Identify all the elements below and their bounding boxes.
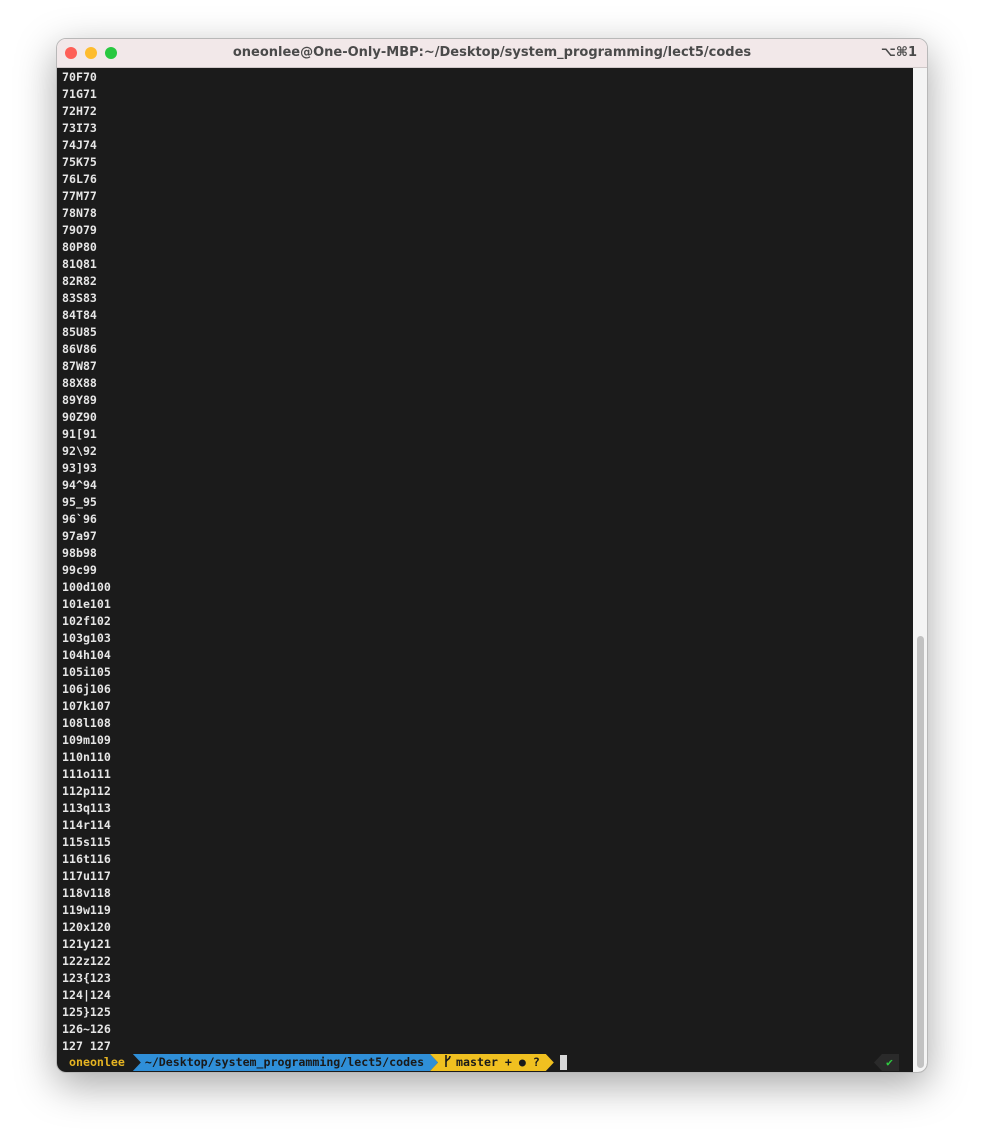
output-line: 84T84 [62, 308, 97, 322]
output-line: 107k107 [62, 699, 111, 713]
output-line: 80P80 [62, 240, 97, 254]
output-line: 112p112 [62, 784, 111, 798]
output-line: 117u117 [62, 869, 111, 883]
output-line: 73I73 [62, 121, 97, 135]
terminal-body[interactable]: oneonlee ~/Desktop/system_programming/le… [57, 68, 927, 1072]
output-line: 87W87 [62, 359, 97, 373]
output-line: 106j106 [62, 682, 111, 696]
prompt-git: master + ● ? [430, 1054, 554, 1071]
output-line: 75K75 [62, 155, 97, 169]
output-line: 70F70 [62, 70, 97, 84]
output-line: 98b98 [62, 546, 97, 560]
output-line: 101e101 [62, 597, 111, 611]
output-line: 72H72 [62, 104, 97, 118]
output-line: 125}125 [62, 1005, 111, 1019]
output-line: 82R82 [62, 274, 97, 288]
output-line: 119w119 [62, 903, 111, 917]
output-line: 86V86 [62, 342, 97, 356]
output-line: 111o111 [62, 767, 111, 781]
output-line: 120x120 [62, 920, 111, 934]
title-bar: oneonlee@One-Only-MBP:~/Desktop/system_p… [57, 39, 927, 68]
shortcut: ⌥⌘1 [880, 45, 917, 60]
output-line: 122z122 [62, 954, 111, 968]
close-button[interactable] [65, 47, 77, 59]
output-line: 79O79 [62, 223, 97, 237]
cursor [559, 1055, 567, 1070]
zoom-button[interactable] [105, 47, 117, 59]
output-line: 85U85 [62, 325, 97, 339]
output-line: 97a97 [62, 529, 97, 543]
terminal-window: oneonlee@One-Only-MBP:~/Desktop/system_p… [56, 38, 928, 1073]
output-line: 74J74 [62, 138, 97, 152]
output-line: 114r114 [62, 818, 111, 832]
output-line: 103g103 [62, 631, 111, 645]
output-line: 118v118 [62, 886, 111, 900]
prompt: oneonlee ~/Desktop/system_programming/le… [62, 1054, 567, 1071]
output-line: 88X88 [62, 376, 97, 390]
output-line: 123{123 [62, 971, 111, 985]
output-line: 126~126 [62, 1022, 111, 1036]
output-line: 92\92 [62, 444, 97, 458]
output-line: 121y121 [62, 937, 111, 951]
output-line: 116t116 [62, 852, 111, 866]
branch-icon [444, 1055, 452, 1067]
output-line: 102f102 [62, 614, 111, 628]
output-line: 96`96 [62, 512, 97, 526]
output-line: 78N78 [62, 206, 97, 220]
output-line: 83S83 [62, 291, 97, 305]
output-line: 77M77 [62, 189, 97, 203]
output-line: 91[91 [62, 427, 97, 441]
output-line: 127 127 [62, 1039, 111, 1053]
output-line: 104h104 [62, 648, 111, 662]
output-line: 95_95 [62, 495, 97, 509]
output-line: 115s115 [62, 835, 111, 849]
output-line: 108l108 [62, 716, 111, 730]
window-title: oneonlee@One-Only-MBP:~/Desktop/system_p… [232, 45, 752, 60]
output-line: 109m109 [62, 733, 111, 747]
prompt-user: oneonlee [62, 1054, 139, 1071]
output-line: 71G71 [62, 87, 97, 101]
prompt-path: ~/Desktop/system_programming/lect5/codes [133, 1054, 438, 1071]
output-line: 81Q81 [62, 257, 97, 271]
scrollbar-thumb[interactable] [917, 636, 924, 1068]
output-line: 100d100 [62, 580, 111, 594]
output-line: 105i105 [62, 665, 111, 679]
exit-status: ✔ [874, 1054, 899, 1071]
output-line: 93]93 [62, 461, 97, 475]
output-line: 124|124 [62, 988, 111, 1002]
output-line: 90Z90 [62, 410, 97, 424]
output-line: 76L76 [62, 172, 97, 186]
output-line: 113q113 [62, 801, 111, 815]
git-status: master + ● ? [456, 1055, 540, 1069]
output-line: 94^94 [62, 478, 97, 492]
output-line: 99c99 [62, 563, 97, 577]
scrollbar[interactable] [913, 68, 927, 1072]
output-line: 110n110 [62, 750, 111, 764]
minimize-button[interactable] [85, 47, 97, 59]
output-line: 89Y89 [62, 393, 97, 407]
